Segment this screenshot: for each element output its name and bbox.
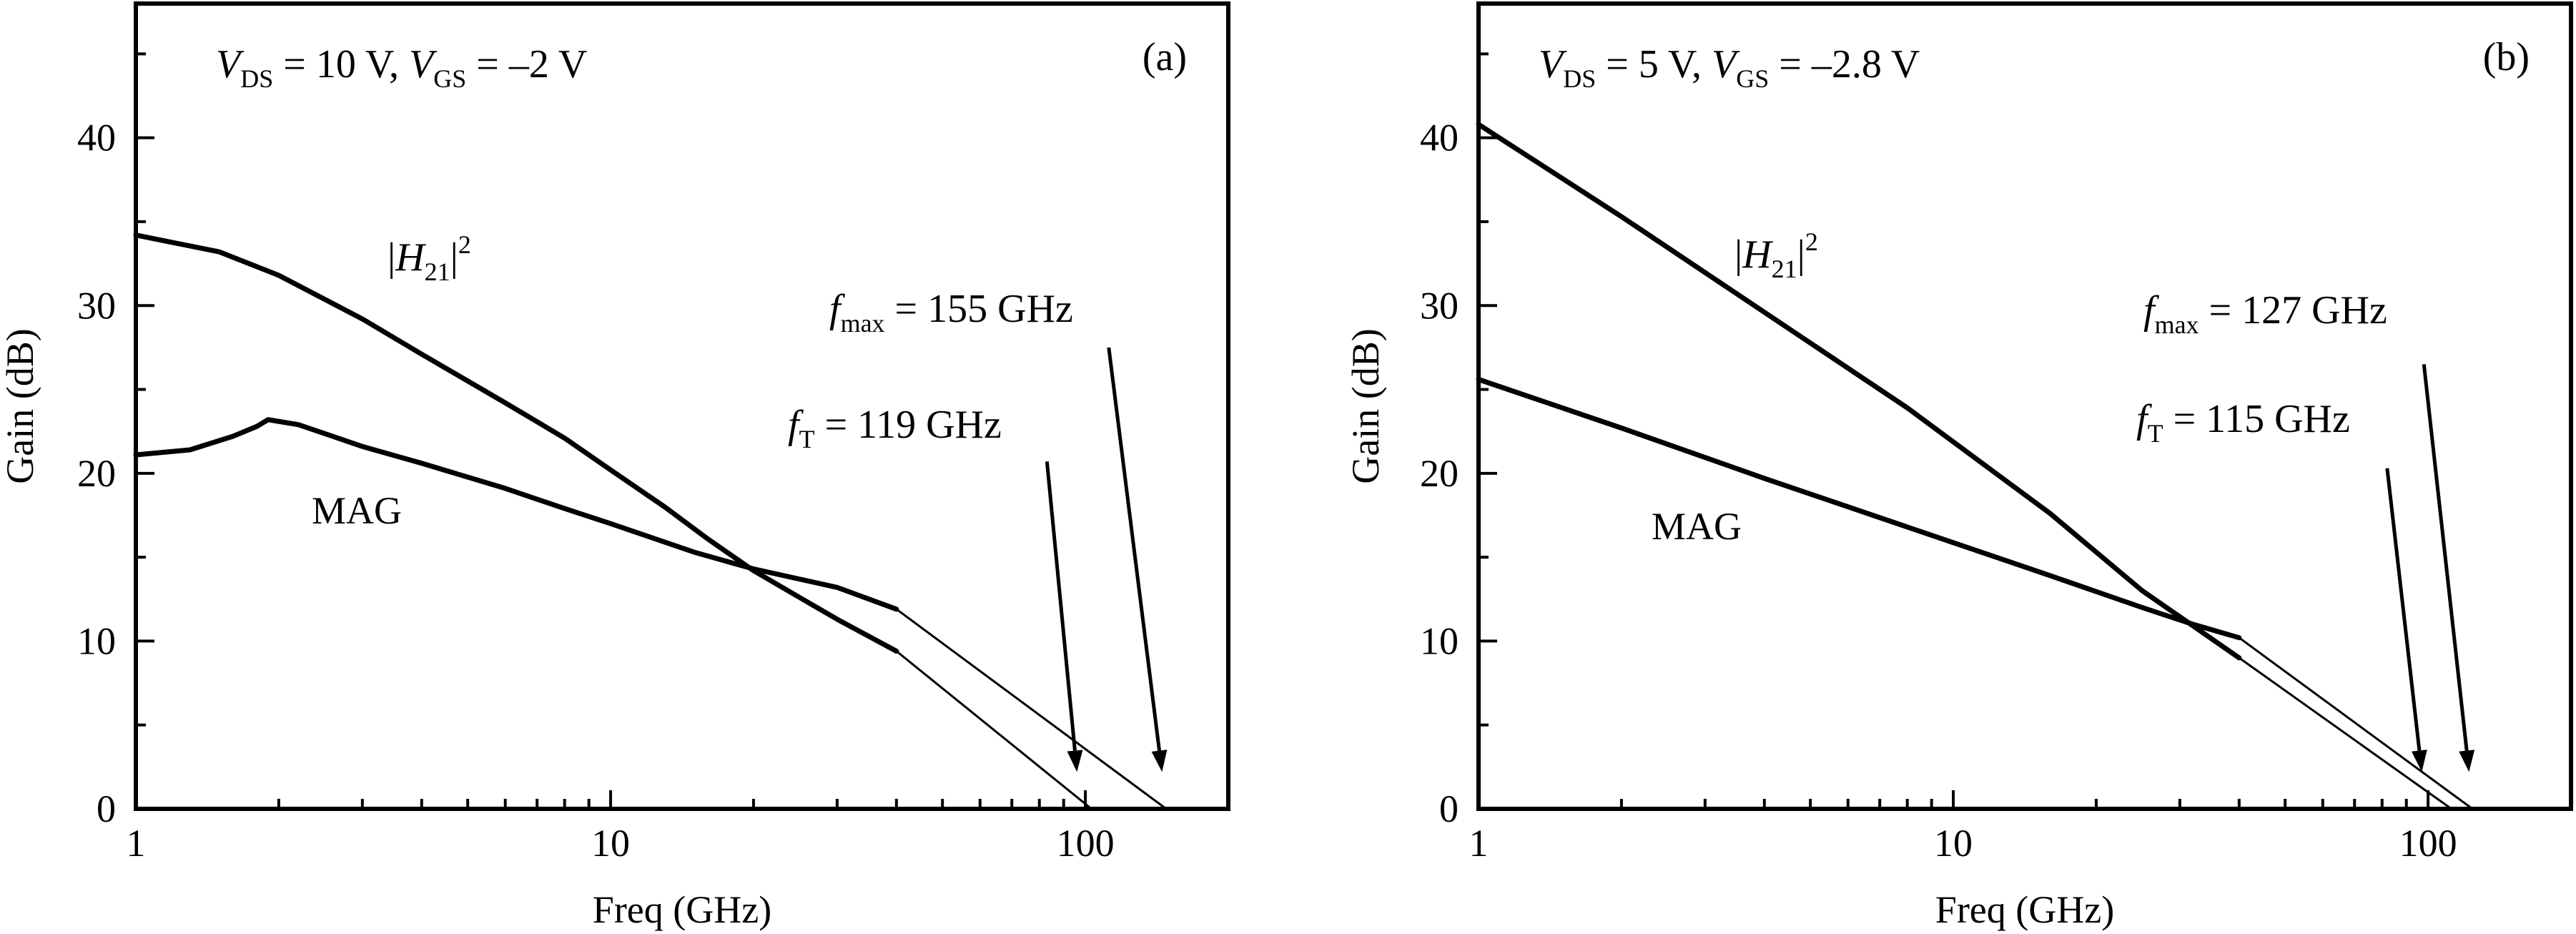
x-tick-label: 1 bbox=[127, 822, 146, 865]
panel-a-xlabel: Freq (GHz) bbox=[593, 888, 771, 931]
mag-extrapolation-line bbox=[895, 608, 1168, 810]
panel-b-curves bbox=[1476, 122, 2474, 810]
panel-a-mag-label: MAG bbox=[312, 489, 402, 532]
h21-extrapolation-line bbox=[2238, 657, 2452, 810]
arrowhead-fmax bbox=[2459, 749, 2475, 772]
y-tick-label: 20 bbox=[77, 452, 116, 495]
panel-b-mag-label: MAG bbox=[1652, 505, 1742, 548]
arrow-ft bbox=[2385, 468, 2422, 751]
panel-b-tick-labels: 1 10 100 0 10 20 30 40 bbox=[1420, 117, 2457, 865]
x-tick-label: 100 bbox=[1057, 822, 1115, 865]
y-tick-label: 10 bbox=[1420, 619, 1459, 662]
panel-b-arrows bbox=[2385, 364, 2475, 772]
x-tick-label: 1 bbox=[1469, 822, 1489, 865]
panel-a-fmax-label: fmax = 155 GHz bbox=[829, 287, 1073, 338]
arrow-fmax bbox=[1107, 347, 1162, 751]
y-tick-label: 40 bbox=[1420, 117, 1459, 159]
x-tick-label: 100 bbox=[2399, 822, 2457, 865]
arrow-fmax bbox=[2422, 364, 2469, 751]
x-tick-label: 10 bbox=[1934, 822, 1973, 865]
x-tick-label: 10 bbox=[591, 822, 630, 865]
arrowhead-ft bbox=[1067, 749, 1083, 772]
y-tick-label: 30 bbox=[77, 284, 116, 327]
panel-b-condition: VDS = 5 V, VGS = –2.8 V bbox=[1539, 42, 1920, 93]
y-tick-label: 0 bbox=[1439, 787, 1459, 830]
h21-curve bbox=[1476, 122, 2242, 661]
arrowhead-ft bbox=[2412, 749, 2427, 772]
panel-a-curves bbox=[133, 232, 1168, 810]
mag-curve bbox=[133, 417, 899, 612]
mag-curve bbox=[1476, 377, 2242, 641]
y-tick-label: 30 bbox=[1420, 284, 1459, 327]
arrowhead-fmax bbox=[1151, 749, 1168, 772]
panel-b-frame bbox=[1476, 1, 2573, 811]
panel-a-condition: VDS = 10 V, VGS = –2 V bbox=[216, 42, 587, 93]
panel-b-ylabel: Gain (dB) bbox=[1344, 328, 1387, 483]
y-tick-label: 0 bbox=[97, 787, 116, 830]
mag-extrapolation-line bbox=[2238, 636, 2474, 810]
panel-b-letter: (b) bbox=[2483, 35, 2530, 79]
h21-curve bbox=[133, 232, 899, 654]
panel-a-h21-label: |H21|2 bbox=[388, 230, 471, 286]
y-tick-label: 40 bbox=[77, 117, 116, 159]
h21-extrapolation-line bbox=[895, 650, 1092, 810]
panel-a-ylabel: Gain (dB) bbox=[0, 328, 41, 483]
panel-a-ft-label: fT = 119 GHz bbox=[788, 403, 1002, 453]
arrow-ft bbox=[1045, 461, 1077, 751]
panel-a-ticks bbox=[134, 52, 1087, 810]
panel-b-ft-label: fT = 115 GHz bbox=[2136, 397, 2350, 448]
y-tick-label: 10 bbox=[77, 619, 116, 662]
panel-b-ticks bbox=[1477, 52, 2430, 810]
panel-b-h21-label: |H21|2 bbox=[1734, 227, 1818, 283]
panel-a-letter: (a) bbox=[1143, 35, 1187, 79]
panel-b: 1 10 100 0 10 20 30 40 Freq (GHz) Gain (dB) (b)… bbox=[1344, 1, 2573, 931]
panel-a-frame bbox=[134, 1, 1230, 811]
y-tick-label: 20 bbox=[1420, 452, 1459, 495]
panel-b-fmax-label: fmax = 127 GHz bbox=[2143, 288, 2387, 339]
panel-a-tick-labels: 1 10 100 0 10 20 30 40 bbox=[77, 117, 1115, 865]
panel-a-arrows bbox=[1045, 347, 1168, 772]
panel-a: 1 10 100 0 10 20 30 40 Freq (GHz) Gain (dB) (a)… bbox=[0, 1, 1230, 931]
panel-b-xlabel: Freq (GHz) bbox=[1935, 888, 2114, 931]
